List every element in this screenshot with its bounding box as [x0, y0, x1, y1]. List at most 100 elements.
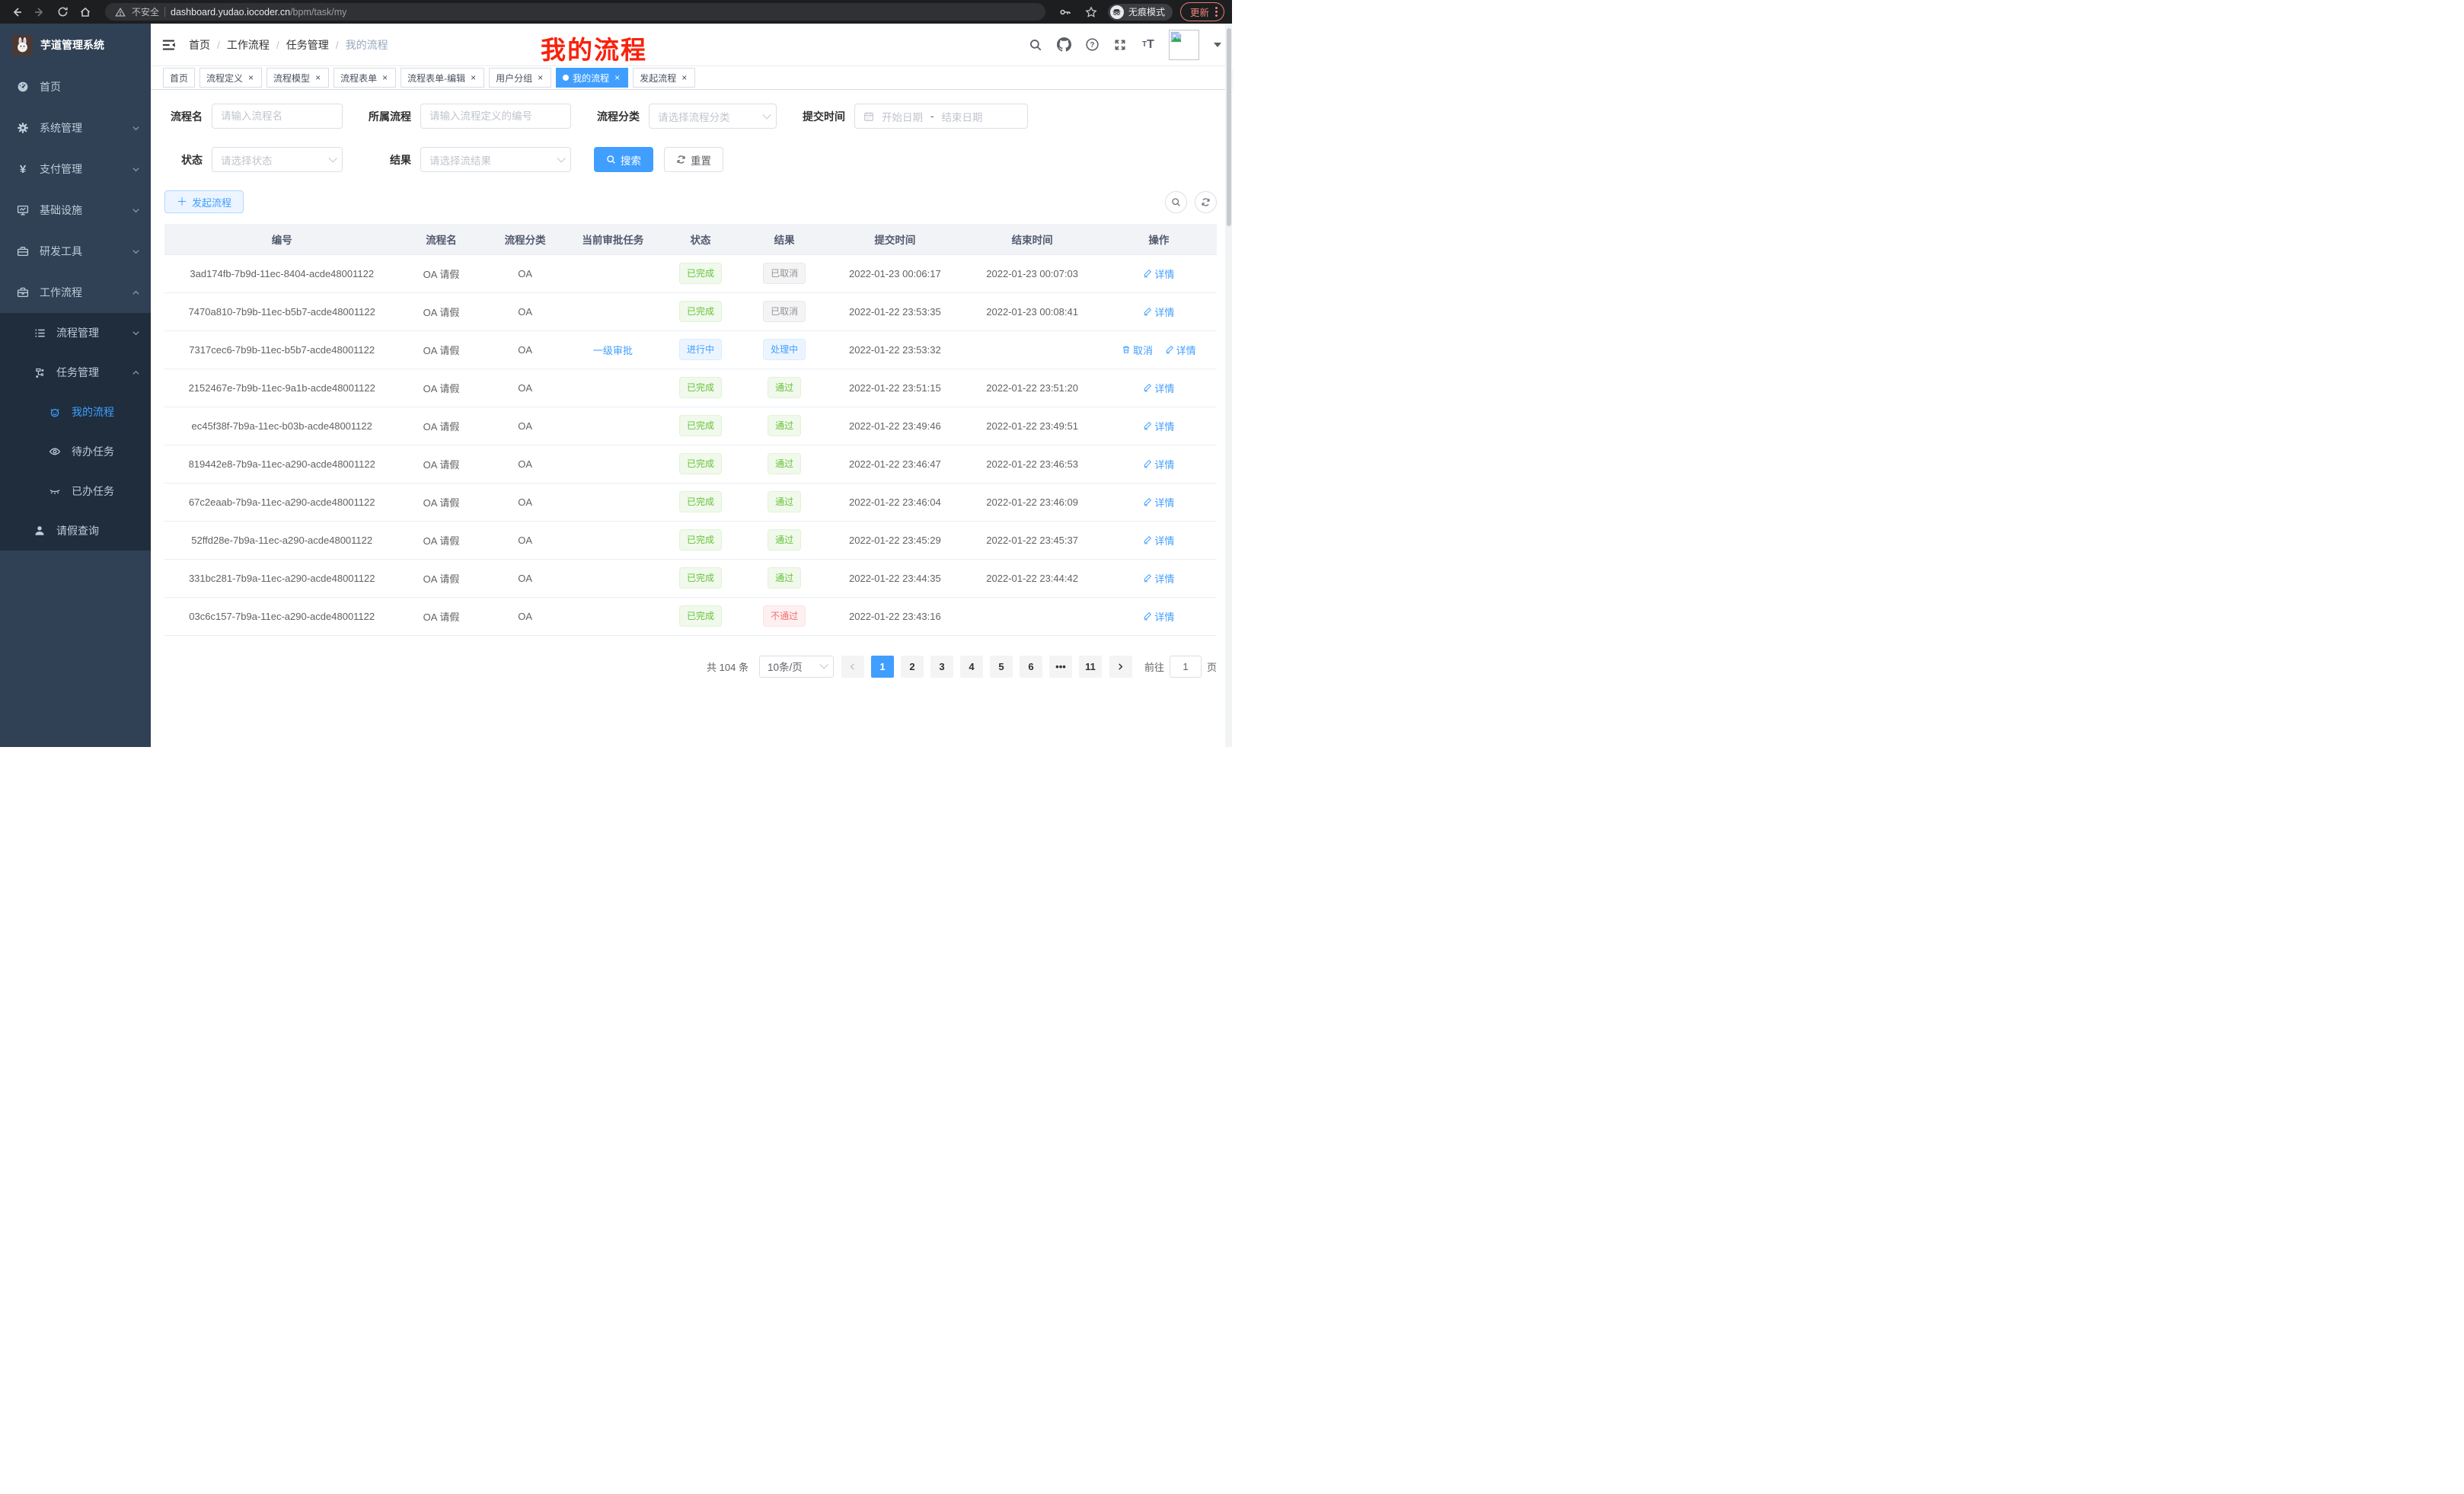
page-button[interactable]: 2 [900, 655, 924, 678]
sidebar-item-task-management[interactable]: 任务管理 [0, 353, 151, 392]
process-id: 52ffd28e-7b9a-11ec-a290-acde48001122 [164, 521, 400, 560]
close-icon[interactable]: × [681, 72, 688, 83]
hamburger-icon[interactable] [161, 37, 178, 53]
bookmark-star-icon[interactable] [1082, 3, 1100, 21]
sidebar-item-process-management[interactable]: 流程管理 [0, 313, 151, 353]
avatar-caret-icon[interactable] [1214, 42, 1221, 47]
page-button[interactable]: 6 [1019, 655, 1042, 678]
app-logo[interactable]: 芋道管理系统 [0, 24, 151, 66]
view-tab[interactable]: 流程模型 × [267, 68, 330, 88]
detail-action[interactable]: 详情 [1165, 343, 1196, 357]
sidebar-item-my-process[interactable]: 我的流程 [0, 392, 151, 432]
prev-page-button[interactable] [841, 655, 864, 678]
sidebar-item-home[interactable]: 首页 [0, 66, 151, 107]
process-category: OA [483, 254, 567, 293]
page-button[interactable]: 5 [989, 655, 1013, 678]
reset-button[interactable]: 重置 [664, 147, 723, 172]
breadcrumb-home[interactable]: 首页 [189, 38, 210, 51]
page-size-select[interactable]: 10条/页 [758, 655, 834, 678]
address-bar[interactable]: 不安全 dashboard.yudao.iocoder.cn/bpm/task/… [105, 3, 1045, 21]
date-range-picker[interactable]: 开始日期 - 结束日期 [854, 104, 1028, 129]
password-key-icon[interactable] [1056, 3, 1074, 21]
browser-back-icon[interactable] [8, 3, 26, 21]
close-icon[interactable]: × [382, 72, 388, 83]
page-scrollbar[interactable] [1225, 24, 1232, 747]
page-button[interactable]: ••• [1048, 655, 1072, 678]
close-icon[interactable]: × [248, 72, 254, 83]
category-select[interactable]: 请选择流程分类 [649, 104, 777, 129]
view-tab[interactable]: 流程定义 × [199, 68, 263, 88]
current-task-link[interactable]: 一级审批 [592, 344, 633, 356]
page-button[interactable]: 1 [870, 655, 894, 678]
detail-action[interactable]: 详情 [1143, 457, 1174, 471]
avatar[interactable] [1169, 29, 1199, 60]
browser-menu-icon[interactable] [1215, 7, 1218, 17]
scrollbar-thumb[interactable] [1226, 28, 1231, 226]
view-tab[interactable]: 流程表单 × [334, 68, 397, 88]
search-button[interactable]: 搜索 [594, 147, 653, 172]
tags-view: 首页×流程定义×流程模型×流程表单×流程表单-编辑×用户分组×我的流程×发起流程… [151, 66, 1232, 90]
result-badge: 处理中 [763, 339, 806, 360]
help-icon[interactable]: ? [1084, 37, 1100, 53]
sidebar-item-leave-query[interactable]: 请假查询 [0, 511, 151, 551]
col-current-task: 当前审批任务 [567, 224, 659, 254]
sidebar-item-system[interactable]: 系统管理 [0, 107, 151, 148]
close-icon[interactable]: × [614, 72, 621, 83]
url-text[interactable]: dashboard.yudao.iocoder.cn/bpm/task/my [171, 6, 347, 18]
process-definition-input[interactable] [420, 104, 571, 129]
sidebar-item-workflow[interactable]: 工作流程 [0, 272, 151, 313]
view-tab[interactable]: 发起流程 × [633, 68, 696, 88]
view-tab[interactable]: 首页× [163, 68, 196, 88]
process-name: OA 请假 [399, 407, 484, 445]
security-label[interactable]: 不安全 [132, 7, 160, 18]
goto-page-input[interactable] [1169, 655, 1202, 678]
close-icon[interactable]: × [538, 72, 544, 83]
detail-action[interactable]: 详情 [1143, 495, 1174, 509]
browser-update-button[interactable]: 更新 [1179, 2, 1224, 21]
detail-action[interactable]: 详情 [1143, 609, 1174, 624]
col-result: 结果 [742, 224, 827, 254]
browser-reload-icon[interactable] [53, 3, 72, 21]
table-row: 2152467e-7b9b-11ec-9a1b-acde48001122 OA … [164, 369, 1217, 407]
browser-forward-icon[interactable] [30, 3, 49, 21]
detail-action[interactable]: 详情 [1143, 305, 1174, 319]
detail-action[interactable]: 详情 [1143, 419, 1174, 433]
close-icon[interactable]: × [471, 72, 477, 83]
sidebar-item-done-tasks[interactable]: 已办任务 [0, 471, 151, 511]
detail-action[interactable]: 详情 [1143, 267, 1174, 281]
flow-tree-icon [34, 366, 46, 378]
page-button[interactable]: 4 [959, 655, 983, 678]
view-tab[interactable]: 用户分组 × [489, 68, 552, 88]
browser-home-icon[interactable] [76, 3, 94, 21]
fullscreen-icon[interactable] [1112, 37, 1128, 53]
detail-action[interactable]: 详情 [1143, 571, 1174, 586]
process-category: OA [483, 407, 567, 445]
sidebar-item-payment[interactable]: ¥ 支付管理 [0, 148, 151, 190]
next-page-button[interactable] [1109, 655, 1132, 678]
github-icon[interactable] [1056, 37, 1071, 53]
process-name-input[interactable] [212, 104, 343, 129]
cancel-action[interactable]: 取消 [1122, 343, 1153, 357]
result-select[interactable]: 请选择流结果 [420, 147, 571, 172]
process-id: 7470a810-7b9b-11ec-b5b7-acde48001122 [164, 292, 400, 331]
process-id: 2152467e-7b9b-11ec-9a1b-acde48001122 [164, 369, 400, 407]
hide-search-button[interactable] [1165, 190, 1187, 213]
breadcrumb-workflow[interactable]: 工作流程 [226, 38, 270, 51]
sidebar-item-todo-tasks[interactable]: 待办任务 [0, 432, 151, 471]
sidebar-item-devtools[interactable]: 研发工具 [0, 231, 151, 272]
view-tab[interactable]: 流程表单-编辑 × [401, 68, 485, 88]
detail-action[interactable]: 详情 [1143, 381, 1174, 395]
page-button[interactable]: 11 [1078, 655, 1102, 678]
breadcrumb-task-management[interactable]: 任务管理 [286, 38, 329, 51]
calendar-icon [863, 111, 874, 122]
status-select[interactable]: 请选择状态 [212, 147, 343, 172]
refresh-button[interactable] [1195, 190, 1217, 213]
view-tab[interactable]: 我的流程 × [556, 68, 629, 88]
start-process-button[interactable]: ＋ 发起流程 [164, 190, 244, 213]
close-icon[interactable]: × [315, 72, 321, 83]
sidebar-item-infrastructure[interactable]: 基础设施 [0, 190, 151, 231]
page-button[interactable]: 3 [930, 655, 953, 678]
search-icon[interactable] [1028, 37, 1043, 53]
detail-action[interactable]: 详情 [1143, 533, 1174, 547]
